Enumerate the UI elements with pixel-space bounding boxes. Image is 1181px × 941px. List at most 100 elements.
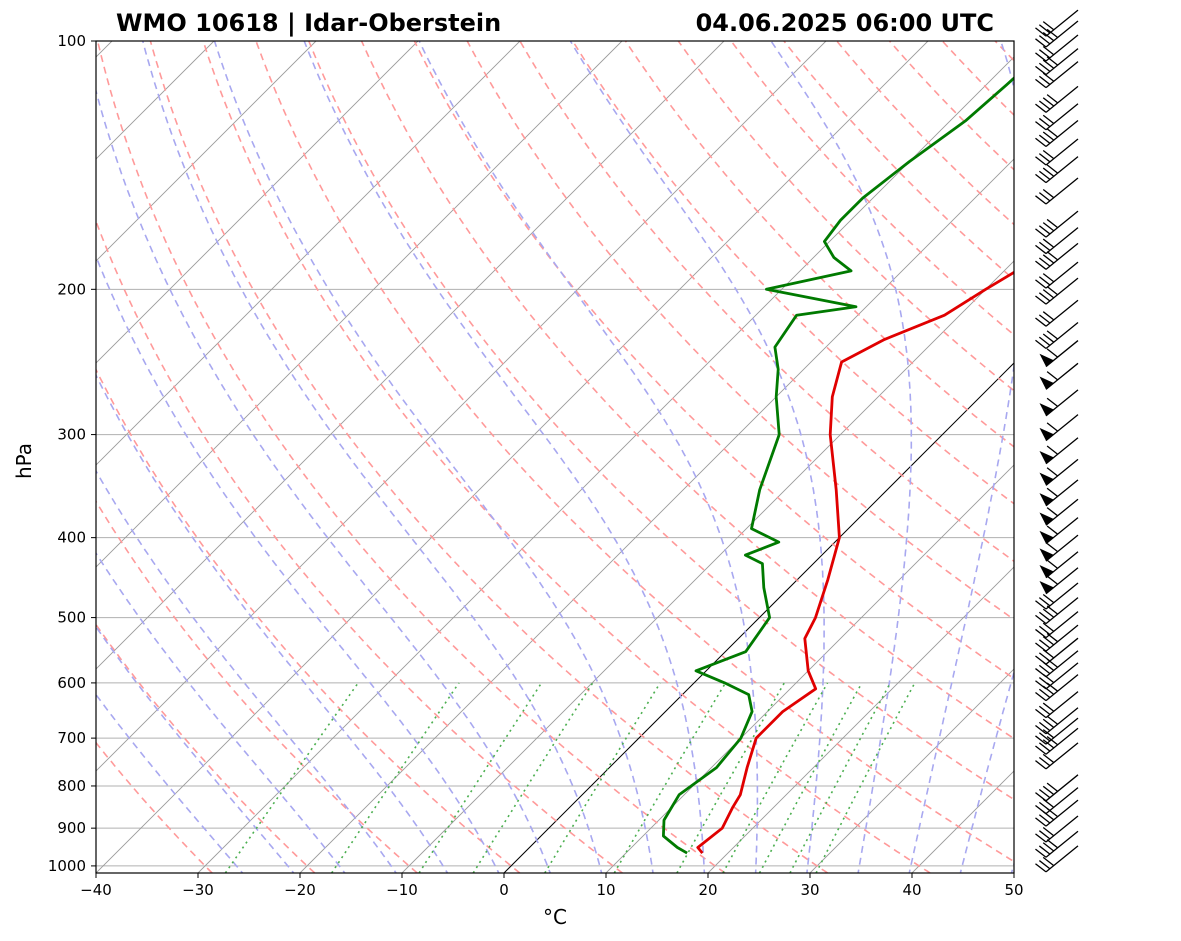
barb-staff	[1045, 611, 1079, 639]
y-tick-label: 900	[57, 819, 86, 837]
barb-feather	[1038, 49, 1051, 59]
x-axis-label: °C	[543, 905, 567, 929]
wind-barb	[1035, 727, 1079, 755]
barb-feather	[1046, 559, 1059, 569]
barb-feather	[1042, 811, 1055, 821]
barb-feather	[1046, 94, 1059, 104]
y-tick-label: 300	[57, 426, 86, 444]
barb-feather	[1046, 251, 1059, 261]
wind-barb	[1039, 534, 1079, 562]
wind-barb	[1035, 624, 1079, 652]
wind-barb	[1035, 261, 1079, 289]
barb-pennant	[1039, 565, 1054, 578]
wind-barb	[1039, 517, 1079, 545]
isotherm	[96, 41, 827, 772]
barb-feather	[1038, 276, 1051, 286]
barb-feather	[1046, 715, 1059, 725]
barb-feather	[1035, 260, 1047, 270]
dry-adiabat	[783, 41, 1014, 281]
barb-feather	[1042, 149, 1055, 160]
barb-feather	[1035, 863, 1047, 873]
barb-feather	[1046, 128, 1059, 138]
barb-feather	[1042, 31, 1055, 42]
barb-pennant	[1039, 493, 1054, 506]
x-tick-label: 40	[902, 881, 921, 899]
barb-feather	[1042, 661, 1055, 671]
barb-feather	[1042, 608, 1055, 618]
barb-staff	[1045, 567, 1079, 595]
barb-feather	[1035, 848, 1047, 858]
barb-feather	[1035, 228, 1047, 238]
wind-barbs	[1035, 9, 1079, 873]
wind-barb	[1035, 707, 1079, 735]
y-tick-label: 200	[57, 280, 86, 298]
barb-feather	[1042, 46, 1055, 56]
dry-adiabat	[1048, 41, 1181, 873]
moist-adiabat	[142, 41, 603, 873]
barb-pennant	[1039, 450, 1054, 464]
barb-staff	[1045, 261, 1079, 289]
barb-feather	[1046, 467, 1059, 477]
barb-feather	[1046, 348, 1059, 358]
barb-staff	[1045, 389, 1079, 417]
barb-staff	[1045, 20, 1079, 48]
barb-staff	[1045, 845, 1079, 873]
barb-staff	[1045, 662, 1079, 690]
y-tick-label: 100	[57, 32, 86, 50]
wind-barb	[1035, 48, 1079, 76]
barb-feather	[1038, 845, 1051, 855]
barb-staff	[1045, 321, 1079, 349]
barb-feather	[1038, 170, 1051, 180]
barb-feather	[1038, 314, 1051, 324]
barb-feather	[1042, 842, 1055, 852]
barb-feather	[1038, 664, 1051, 675]
barb-feather	[1046, 525, 1059, 535]
barb-feather	[1035, 295, 1047, 305]
barb-feather	[1038, 153, 1051, 163]
isotherm	[707, 566, 1014, 873]
barb-staff	[1045, 299, 1079, 327]
barb-feather	[1038, 117, 1051, 128]
barb-staff	[1045, 582, 1079, 610]
barb-feather	[1038, 814, 1051, 824]
wind-barb	[1035, 227, 1079, 255]
dewpoint-line	[662, 76, 1014, 855]
barb-staff	[1045, 177, 1079, 205]
barb-feather	[1038, 597, 1051, 607]
moist-adiabat	[96, 693, 244, 873]
barb-feather	[1038, 830, 1051, 840]
barb-feather	[1042, 273, 1055, 283]
barb-feather	[1035, 317, 1047, 327]
barb-feather	[1038, 75, 1051, 85]
wind-barb	[1039, 479, 1079, 507]
barb-staff	[1045, 650, 1079, 678]
barb-feather	[1042, 673, 1055, 684]
mixing-ratio-line	[472, 682, 594, 873]
barb-pennant	[1039, 353, 1054, 367]
barb-staff	[1045, 103, 1079, 131]
barb-staff	[1045, 727, 1079, 755]
barb-staff	[1045, 742, 1079, 770]
x-tick-label: 50	[1004, 881, 1023, 899]
barb-feather	[1042, 311, 1055, 321]
barb-staff	[1045, 9, 1079, 37]
x-tick-label: −10	[386, 881, 418, 899]
barb-staff	[1045, 85, 1079, 113]
dry-adiabat	[308, 41, 1014, 801]
barb-pennant	[1039, 427, 1054, 441]
barb-staff	[1045, 414, 1079, 442]
barb-feather	[1046, 56, 1059, 66]
barb-feather	[1038, 35, 1051, 45]
isotherm	[1116, 41, 1181, 873]
dry-adiabat	[96, 41, 726, 873]
barb-feather	[1042, 827, 1055, 837]
wind-barb	[1039, 567, 1079, 595]
barb-feather	[1038, 732, 1051, 742]
barb-feather	[1046, 605, 1059, 615]
chart-title-station: WMO 10618 | Idar-Oberstein	[116, 9, 501, 37]
barb-feather	[1042, 97, 1055, 107]
barb-staff	[1045, 458, 1079, 486]
moist-adiabat	[569, 41, 825, 873]
barb-feather	[1046, 422, 1059, 432]
